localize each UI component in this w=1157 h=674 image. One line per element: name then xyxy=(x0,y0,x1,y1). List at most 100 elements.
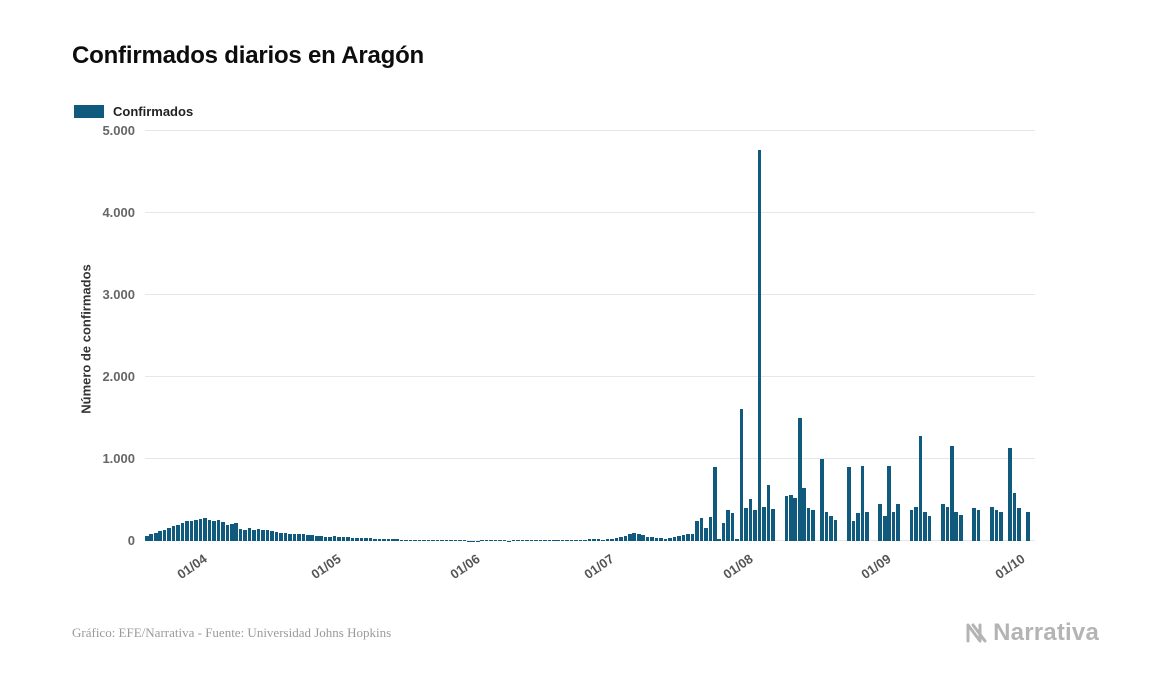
bar xyxy=(364,538,368,541)
bar xyxy=(771,509,775,541)
bar xyxy=(565,540,569,541)
bar xyxy=(878,504,883,541)
bar xyxy=(453,540,458,541)
bar xyxy=(297,534,301,541)
bar xyxy=(999,512,1003,541)
footer: Gráfico: EFE/Narrativa - Fuente: Univers… xyxy=(72,619,1099,647)
bar xyxy=(194,519,198,541)
bar xyxy=(270,531,274,541)
bar xyxy=(923,512,927,541)
bar xyxy=(449,540,453,541)
bar xyxy=(958,514,963,541)
bar xyxy=(332,536,337,541)
bar xyxy=(399,539,404,541)
bar xyxy=(748,499,753,541)
bar xyxy=(569,540,574,541)
bar xyxy=(417,539,422,541)
bar xyxy=(368,538,373,541)
bar xyxy=(659,538,663,541)
bar xyxy=(462,540,467,541)
bar xyxy=(614,538,619,541)
bar xyxy=(279,532,283,541)
bar xyxy=(699,518,704,541)
y-tick-label: 1.000 xyxy=(102,451,135,466)
bar xyxy=(458,540,462,541)
bar xyxy=(744,508,748,541)
bar xyxy=(502,540,507,541)
gridline xyxy=(145,458,1035,459)
bar xyxy=(203,518,207,541)
bar xyxy=(525,540,529,541)
bar xyxy=(225,525,230,541)
bar xyxy=(1026,512,1030,541)
bar xyxy=(976,509,981,541)
bar xyxy=(498,540,502,541)
bar xyxy=(721,522,726,541)
bar xyxy=(833,519,838,541)
legend: Confirmados xyxy=(74,104,1157,119)
bar xyxy=(681,535,686,541)
bar xyxy=(592,539,596,541)
bar xyxy=(896,504,900,541)
chart-page: Confirmados diarios en Aragón Confirmado… xyxy=(0,42,1157,674)
bar xyxy=(797,418,802,541)
bar xyxy=(238,528,243,541)
bar xyxy=(704,527,708,541)
bar xyxy=(171,526,176,541)
bar xyxy=(641,535,645,541)
bar xyxy=(382,538,386,541)
bar xyxy=(856,513,860,541)
bar xyxy=(918,436,923,541)
bar xyxy=(994,509,999,541)
bar xyxy=(529,540,534,541)
bar xyxy=(596,539,601,541)
bar xyxy=(623,536,628,541)
bar xyxy=(395,539,399,541)
bar xyxy=(274,531,279,541)
bar xyxy=(802,487,806,541)
bar xyxy=(556,539,561,541)
y-tick-label: 0 xyxy=(127,533,135,548)
bar xyxy=(914,506,918,541)
bar xyxy=(176,524,180,541)
bar xyxy=(628,534,632,541)
bar xyxy=(882,516,887,541)
bar xyxy=(645,536,650,541)
gridline xyxy=(145,212,1035,213)
bar xyxy=(314,535,319,541)
bar xyxy=(753,509,757,541)
bar xyxy=(256,528,261,541)
bar xyxy=(945,506,950,541)
bar xyxy=(793,498,798,541)
bar xyxy=(766,485,771,541)
bar xyxy=(377,538,382,541)
bar xyxy=(323,536,328,541)
bar xyxy=(350,537,355,541)
bar xyxy=(167,527,171,541)
bar xyxy=(829,516,833,541)
bar xyxy=(265,530,270,541)
bar xyxy=(444,540,449,541)
bar xyxy=(695,521,699,541)
bar xyxy=(730,513,735,541)
bar xyxy=(663,538,668,541)
bar xyxy=(672,536,677,541)
bar xyxy=(149,534,154,541)
bar xyxy=(413,539,417,541)
bar xyxy=(560,539,565,541)
gridline xyxy=(145,376,1035,377)
bar xyxy=(440,540,444,541)
bar xyxy=(373,538,377,541)
bar xyxy=(650,537,654,541)
bar xyxy=(386,539,391,541)
bar xyxy=(1017,508,1021,541)
bar xyxy=(198,518,203,541)
bar xyxy=(610,538,614,541)
bar xyxy=(426,540,431,541)
bar xyxy=(847,467,851,541)
bar xyxy=(489,540,493,541)
x-axis-labels: 01/04 01/05 01/06 01/07 01/08 01/09 01/10 xyxy=(145,541,1035,603)
bar xyxy=(632,532,637,541)
bar xyxy=(493,540,498,541)
plot-area: 0 1.000 2.000 3.000 4.000 5.000 xyxy=(102,123,1035,548)
